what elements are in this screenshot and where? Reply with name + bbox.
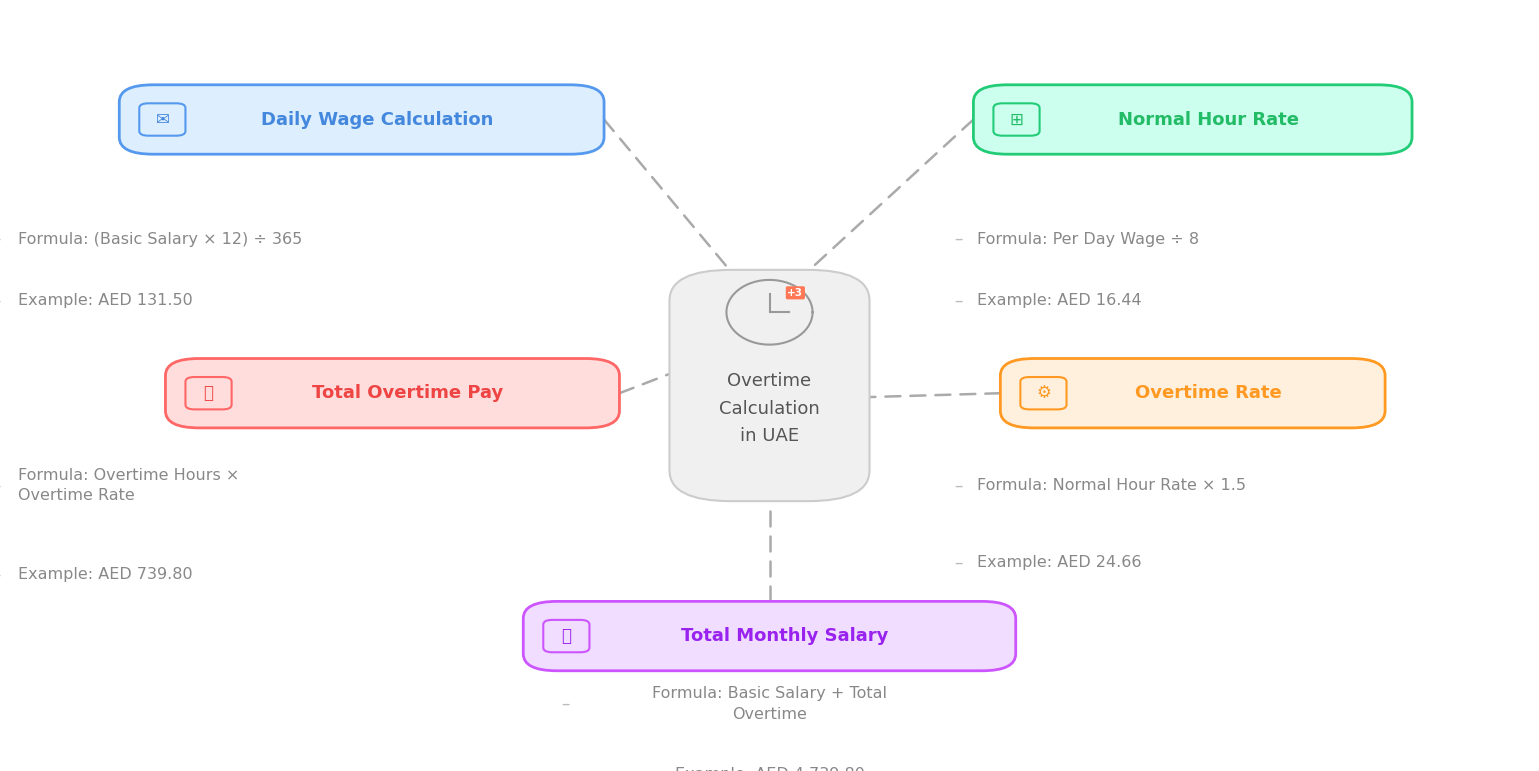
Text: Example: AED 739.80: Example: AED 739.80 [18,567,192,582]
Text: Example: AED 131.50: Example: AED 131.50 [18,293,194,308]
Text: Daily Wage Calculation: Daily Wage Calculation [262,110,492,129]
Text: Normal Hour Rate: Normal Hour Rate [1117,110,1299,129]
Text: Formula: (Basic Salary × 12) ÷ 365: Formula: (Basic Salary × 12) ÷ 365 [18,231,303,247]
Text: Formula: Normal Hour Rate × 1.5: Formula: Normal Hour Rate × 1.5 [977,478,1247,493]
FancyBboxPatch shape [523,601,1016,671]
Text: –: – [954,291,962,310]
FancyBboxPatch shape [1020,377,1067,409]
Text: Overtime
Calculation
in UAE: Overtime Calculation in UAE [719,372,820,446]
Text: Total Overtime Pay: Total Overtime Pay [312,384,503,402]
FancyBboxPatch shape [139,103,185,136]
Text: Example: AED 4,739.80: Example: AED 4,739.80 [674,767,865,771]
Text: –: – [954,554,962,572]
FancyBboxPatch shape [166,359,619,428]
Text: 📋: 📋 [562,627,571,645]
Text: –: – [562,695,569,713]
FancyBboxPatch shape [543,620,589,652]
Text: Formula: Per Day Wage ÷ 8: Formula: Per Day Wage ÷ 8 [977,231,1199,247]
Text: –: – [562,766,569,771]
Text: ⚙: ⚙ [1036,384,1051,402]
Text: Formula: Overtime Hours ×
Overtime Rate: Formula: Overtime Hours × Overtime Rate [18,468,240,503]
FancyBboxPatch shape [186,377,232,409]
FancyBboxPatch shape [119,85,603,154]
Text: +3: +3 [788,288,803,298]
Text: Overtime Rate: Overtime Rate [1134,384,1282,402]
Text: Example: AED 24.66: Example: AED 24.66 [977,555,1142,571]
FancyBboxPatch shape [669,270,870,501]
Text: –: – [954,476,962,495]
FancyBboxPatch shape [1000,359,1385,428]
Text: –: – [954,230,962,248]
FancyBboxPatch shape [994,103,1040,136]
Text: Formula: Basic Salary + Total
Overtime: Formula: Basic Salary + Total Overtime [653,686,886,722]
Text: 📅: 📅 [203,384,214,402]
Text: ✉: ✉ [155,110,169,129]
Text: Total Monthly Salary: Total Monthly Salary [682,627,888,645]
FancyBboxPatch shape [974,85,1413,154]
Text: Example: AED 16.44: Example: AED 16.44 [977,293,1142,308]
Text: ⊞: ⊞ [1010,110,1023,129]
